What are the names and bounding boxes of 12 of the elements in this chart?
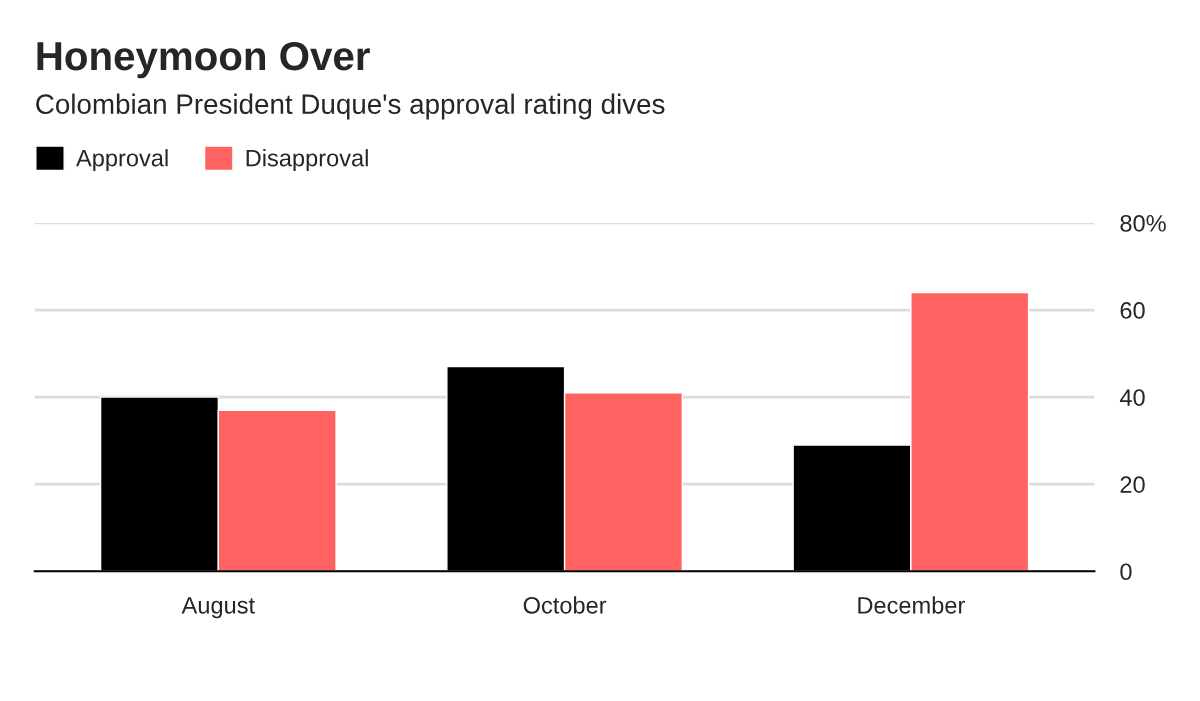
y-tick-label: 40 — [1119, 389, 1145, 406]
x-tick-label: August — [181, 597, 255, 619]
chart-subtitle: Colombian President Duque's approval rating dives — [36, 93, 665, 120]
y-tick-label: 20 — [1120, 476, 1145, 493]
chart-title: Honeymoon Over — [37, 41, 370, 79]
legend-label: Disapproval — [246, 149, 368, 172]
legend-label: Approval — [76, 149, 168, 172]
y-tick-label: 0 — [1120, 563, 1132, 581]
y-tick-label: 80% — [1120, 214, 1166, 232]
y-tick-label: 60 — [1120, 302, 1145, 319]
x-tick-label: December — [858, 596, 965, 614]
x-tick-label: October — [523, 596, 607, 614]
